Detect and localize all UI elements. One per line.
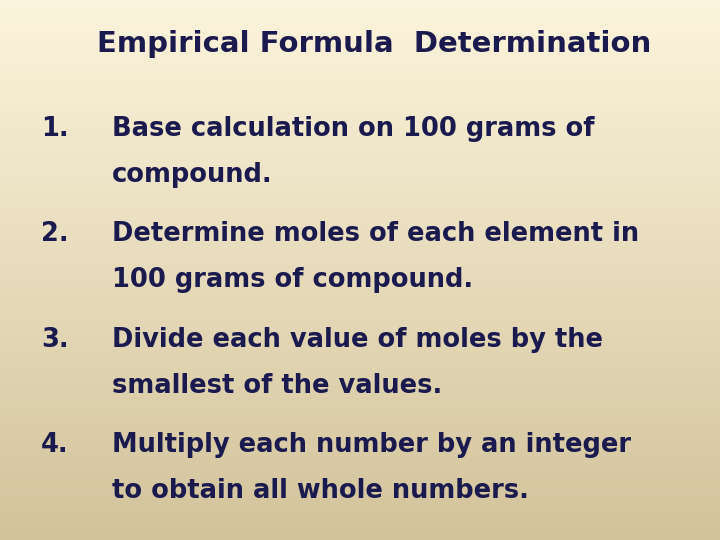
Text: compound.: compound. xyxy=(112,162,272,188)
Text: Divide each value of moles by the: Divide each value of moles by the xyxy=(112,327,603,353)
Text: 3.: 3. xyxy=(41,327,68,353)
Text: Empirical Formula  Determination: Empirical Formula Determination xyxy=(97,30,652,58)
Text: 1.: 1. xyxy=(41,116,68,142)
Text: Base calculation on 100 grams of: Base calculation on 100 grams of xyxy=(112,116,594,142)
Text: 100 grams of compound.: 100 grams of compound. xyxy=(112,267,473,293)
Text: 2.: 2. xyxy=(41,221,68,247)
Text: smallest of the values.: smallest of the values. xyxy=(112,373,442,399)
Text: to obtain all whole numbers.: to obtain all whole numbers. xyxy=(112,478,528,504)
Text: Multiply each number by an integer: Multiply each number by an integer xyxy=(112,432,631,458)
Text: 4.: 4. xyxy=(41,432,68,458)
Text: Determine moles of each element in: Determine moles of each element in xyxy=(112,221,639,247)
